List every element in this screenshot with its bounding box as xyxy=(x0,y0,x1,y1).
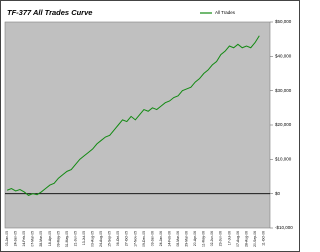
x-tick-label: 27-Oct-05 xyxy=(125,231,129,246)
x-tick-label: 09-May-05 xyxy=(56,231,60,247)
x-tick-label: 20-Apr-06 xyxy=(193,231,197,246)
x-tick-label: 23-Jun-06 xyxy=(219,231,223,246)
x-tick-label: 21-Jun-05 xyxy=(73,231,77,246)
x-tick-label: 20-Sep-06 xyxy=(253,231,257,247)
x-tick-label: 09-Dec-05 xyxy=(142,231,146,247)
x-tick-label: 29-Mar-06 xyxy=(185,231,189,247)
y-tick-label: -$10,000 xyxy=(275,225,293,230)
x-tick-label: 24-Aug-05 xyxy=(99,231,103,247)
x-tick-label: 03-Jan-06 xyxy=(150,231,154,246)
x-tick-label: 17-Jul-06 xyxy=(227,231,231,245)
x-tick-label: 24-Jan-06 xyxy=(159,231,163,246)
line-series xyxy=(6,35,260,196)
x-tick-label: 24-Jan-05 xyxy=(14,231,18,246)
y-tick-label: $30,000 xyxy=(275,88,292,93)
x-tick-label: 03-Aug-05 xyxy=(91,231,95,247)
x-tick-label: 06-Oct-05 xyxy=(116,231,120,246)
x-tick-label: 11-Oct-06 xyxy=(261,231,265,246)
x-tick-label: 17-Nov-05 xyxy=(133,231,137,247)
x-tick-label: 28-Mar-05 xyxy=(39,231,43,247)
x-tick-label: 28-Aug-06 xyxy=(244,231,248,247)
y-tick-label: $40,000 xyxy=(275,54,292,59)
x-tick-label: 18-Apr-05 xyxy=(48,231,52,246)
x-tick-label: 31-May-05 xyxy=(65,231,69,247)
y-tick-label: $50,000 xyxy=(275,19,292,24)
x-tick-label: 13-Jul-05 xyxy=(82,231,86,245)
x-tick-label: 08-Mar-06 xyxy=(176,231,180,247)
x-tick-label: 07-Mar-05 xyxy=(31,231,35,247)
chart: TF-377 All Trades Curve -$10,000 $0 $10,00… xyxy=(0,0,300,252)
chart-title: TF-377 All Trades Curve xyxy=(7,8,92,17)
x-tick-label: 15-Sep-05 xyxy=(108,231,112,247)
x-tick-label: 07-Aug-06 xyxy=(236,231,240,247)
y-tick-label: $10,000 xyxy=(275,157,292,162)
x-tick-label: 14-Feb-05 xyxy=(22,231,26,247)
x-tick-label: 14-Feb-06 xyxy=(167,231,171,247)
legend-label: All Trades xyxy=(215,10,236,15)
y-tick-label: $0 xyxy=(275,191,281,196)
y-tick-label: $20,000 xyxy=(275,122,292,127)
x-tick-label: 11-May-06 xyxy=(202,231,206,247)
x-tick-label: 03-Jan-05 xyxy=(5,231,9,246)
x-tick-label: 02-Jun-06 xyxy=(210,231,214,246)
plot-area xyxy=(4,21,271,229)
